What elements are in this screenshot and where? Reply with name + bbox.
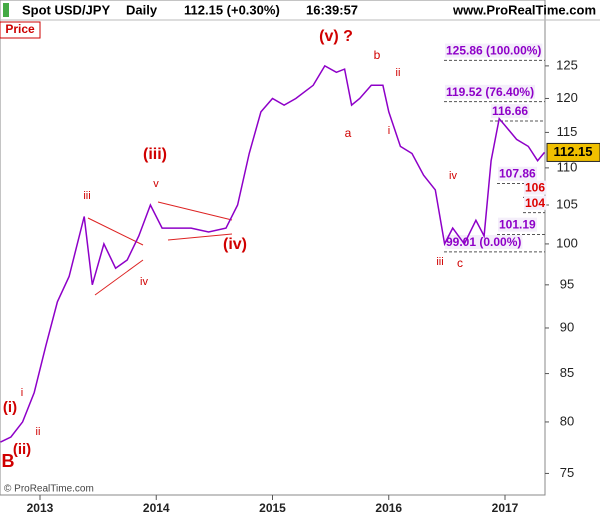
wave-label: c: [457, 256, 463, 270]
level-label-bg: [498, 166, 538, 181]
level-label: 99.01 (0.00%): [446, 235, 521, 249]
level-label-bg: [524, 180, 547, 195]
y-tick-label: 100: [556, 235, 578, 250]
last-price: 112.15: [553, 144, 592, 159]
quote: 112.15 (+0.30%): [184, 2, 280, 17]
y-tick-label: 90: [560, 319, 574, 334]
wave-label: iv: [140, 276, 148, 288]
y-tick-label: 80: [560, 413, 574, 428]
level-label: 125.86 (100.00%): [446, 44, 541, 58]
trend-lines: [87, 201, 233, 296]
y-tick-label: 115: [557, 124, 578, 139]
panel-label: Price: [5, 22, 35, 36]
symbol: Spot USD/JPY: [22, 2, 110, 17]
wave-label: ii: [36, 426, 41, 438]
x-tick-label: 2016: [375, 501, 402, 515]
wave-label: b: [374, 48, 381, 62]
x-tick-label: 2013: [27, 501, 54, 515]
time: 16:39:57: [306, 2, 358, 17]
y-tick-label: 85: [560, 365, 574, 380]
wave-label: ii: [396, 67, 401, 79]
level-label-bg: [491, 104, 530, 119]
level-label-bg: [498, 217, 538, 232]
y-tick-label: 110: [557, 159, 578, 174]
wave-label: (v) ?: [319, 28, 353, 45]
trend-line: [94, 259, 144, 296]
level-label-bg: [524, 195, 547, 210]
wave-label: iii: [436, 256, 443, 268]
y-tick-label: 125: [556, 57, 578, 72]
wave-label: B: [2, 451, 15, 471]
x-tick-label: 2017: [492, 501, 519, 515]
last-price-box: [546, 142, 600, 162]
level-label: 116.66: [492, 104, 528, 118]
level-label: 119.52 (76.40%): [446, 85, 534, 99]
wave-label: (iii): [143, 146, 167, 163]
wave-label: i: [21, 387, 23, 399]
trend-line: [167, 233, 233, 241]
y-tick-label: 120: [556, 90, 578, 105]
y-tick-label: 75: [560, 465, 574, 480]
trend-line: [157, 201, 233, 221]
wave-label: iii: [83, 190, 90, 202]
copyright: © ProRealTime.com: [4, 484, 94, 495]
wave-label: (ii): [13, 441, 31, 458]
y-tick-label: 95: [560, 276, 574, 291]
wave-label: iv: [449, 170, 457, 182]
level-label: 101.19: [499, 218, 536, 232]
y-tick-label: 105: [556, 196, 578, 211]
panel-label-box: [0, 21, 41, 39]
level-label: 104: [525, 196, 545, 210]
period: Daily: [126, 2, 158, 17]
level-label: 107.86: [499, 167, 536, 181]
x-tick-label: 2015: [259, 501, 286, 515]
trend-line: [87, 217, 144, 246]
x-tick-label: 2014: [143, 501, 170, 515]
level-label-bg: [445, 235, 523, 250]
icon: [3, 3, 9, 17]
price-line: [0, 64, 546, 443]
wave-label: i: [388, 125, 390, 137]
wave-label: (iv): [223, 236, 247, 253]
level-label: 106: [525, 181, 545, 195]
wave-label: (i): [3, 399, 17, 416]
level-label-bg: [445, 43, 543, 58]
wave-label: v: [153, 178, 159, 190]
site: www.ProRealTime.com: [452, 2, 596, 17]
wave-label: a: [345, 126, 352, 140]
level-label-bg: [445, 84, 536, 99]
